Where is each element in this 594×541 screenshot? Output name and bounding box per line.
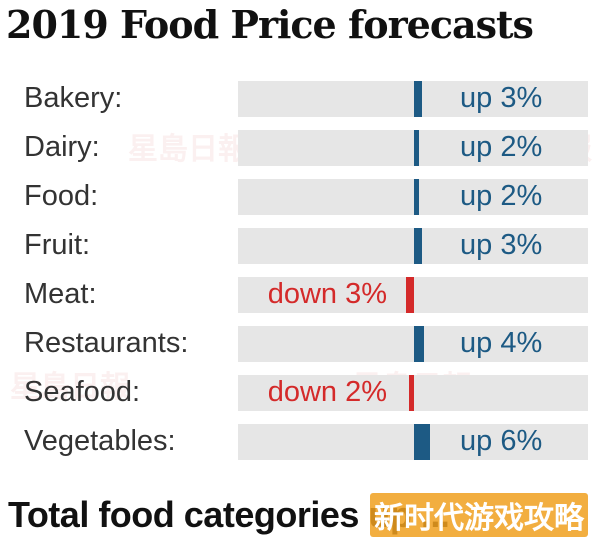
category-label: Food:: [24, 180, 99, 212]
category-label: Dairy:: [24, 131, 100, 163]
watermark: 星島日報: [10, 370, 130, 405]
bar-track: [238, 179, 588, 215]
data-label: down 2%: [267, 376, 387, 408]
bar: [414, 326, 425, 362]
bar-track: [238, 326, 588, 362]
category-label: Restaurants:: [24, 327, 189, 359]
category-label: Meat:: [24, 278, 97, 310]
bar-track: [238, 228, 588, 264]
data-label: up 3%: [460, 229, 543, 261]
bar: [406, 277, 414, 313]
category-label: Bakery:: [24, 82, 123, 114]
data-label: up 2%: [460, 180, 543, 212]
bar-track: [238, 130, 588, 166]
data-label: up 4%: [460, 327, 543, 359]
bar: [414, 81, 422, 117]
bar: [414, 228, 422, 264]
data-label: up 3%: [460, 82, 543, 114]
data-label: down 3%: [267, 278, 387, 310]
bar: [408, 375, 414, 411]
category-label: Seafood:: [24, 376, 141, 408]
bar-track: [238, 81, 588, 117]
watermark-logo: 新时代游戏攻略: [370, 493, 588, 537]
category-label: Vegetables:: [24, 425, 176, 457]
bar: [414, 130, 420, 166]
bar-track: [238, 424, 588, 460]
bar: [414, 179, 420, 215]
category-label: Fruit:: [24, 229, 91, 261]
watermark: 星島日報: [128, 132, 248, 167]
bar: [414, 424, 430, 460]
data-label: up 6%: [460, 425, 543, 457]
data-label: up 2%: [460, 131, 543, 163]
chart-title: 2019 Food Price forecasts: [6, 2, 534, 47]
